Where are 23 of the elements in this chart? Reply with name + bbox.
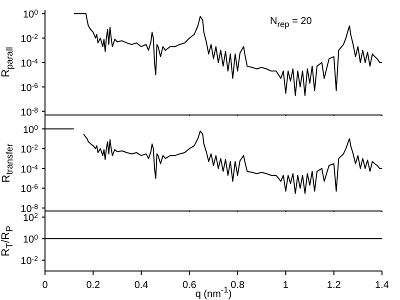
x-tick-label: 0.6: [182, 280, 197, 291]
y-tick-label: 10$^{2}$: [22, 212, 38, 224]
x-tick-label: 0.8: [230, 280, 245, 291]
y-tick-label: 10$^{0}$: [22, 124, 38, 136]
y-tick-label: 10$^{-8}$: [20, 106, 38, 118]
x-tick-label: 0: [42, 280, 48, 291]
x-tick-label: 1.2: [326, 280, 342, 291]
y-tick-label: 10$^{-4}$: [20, 58, 38, 70]
y-tick-label: 10$^{-2}$: [20, 256, 38, 268]
y-tick-label: 10$^{-6}$: [20, 82, 38, 94]
y-tick-label: 10$^{0}$: [22, 234, 38, 246]
y-tick-label: 10$^{-2}$: [20, 144, 38, 156]
line-series: [73, 13, 382, 96]
y-tick-label: 10$^{-4}$: [20, 164, 38, 176]
x-tick-label: 1: [282, 280, 289, 291]
y-tick-label: 10$^{-2}$: [20, 34, 38, 46]
x-axis-title: q (nm$^{-1}$): [195, 284, 232, 300]
x-tick-label: 0.4: [134, 280, 149, 291]
x-tick-label: 0.2: [86, 280, 101, 291]
y-tick-label: 10$^{-6}$: [20, 184, 38, 196]
y-tick-label: 10$^{0}$: [22, 9, 38, 21]
annotation: N$_{rep}$ = 20: [270, 16, 312, 29]
x-tick-label: 1.4: [375, 280, 390, 291]
